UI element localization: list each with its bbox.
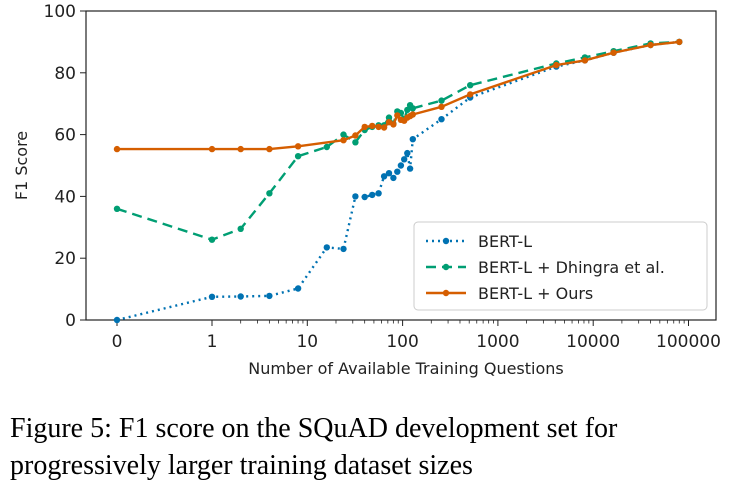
- data-point: [352, 193, 359, 200]
- data-point: [323, 244, 330, 251]
- x-tick-label: 100000: [656, 332, 721, 352]
- x-tick-label: 1000: [476, 332, 519, 352]
- x-tick-label: 10000: [566, 332, 620, 352]
- data-point: [438, 97, 445, 104]
- data-point: [390, 174, 397, 182]
- data-point: [385, 114, 393, 121]
- series-line: [116, 40, 680, 241]
- legend-label: BERT-L + Dhingra et al.: [478, 258, 665, 277]
- data-point: [361, 123, 368, 131]
- data-point: [113, 205, 121, 212]
- data-point: [610, 49, 617, 56]
- series-line: [116, 40, 680, 322]
- data-point: [266, 190, 273, 197]
- legend-marker: [442, 237, 450, 245]
- data-point: [361, 193, 368, 201]
- data-point: [404, 149, 411, 157]
- y-tick-label: 60: [54, 126, 76, 146]
- legend-marker: [442, 289, 450, 297]
- data-point: [409, 105, 416, 112]
- data-point: [294, 143, 302, 150]
- plot-frame: [85, 10, 717, 321]
- y-tick-label: 0: [65, 311, 76, 331]
- series-line: [117, 40, 680, 151]
- legend-box: [413, 221, 708, 311]
- data-point: [323, 143, 330, 151]
- y-tick-label: 20: [54, 249, 76, 269]
- data-point: [676, 38, 683, 46]
- data-point: [237, 225, 244, 232]
- y-tick-label: 80: [54, 64, 76, 84]
- data-point: [409, 111, 416, 118]
- data-point: [380, 173, 388, 180]
- data-point: [352, 139, 359, 146]
- data-point: [380, 124, 388, 131]
- y-tick-label: 100: [44, 2, 76, 22]
- data-point: [581, 57, 589, 64]
- legend: BERT-L BERT-L + Dhingra et al. BERT-L + Ou…: [413, 221, 708, 311]
- data-point: [369, 122, 376, 130]
- data-point: [369, 191, 376, 199]
- data-point: [375, 190, 382, 197]
- data-point: [647, 41, 654, 49]
- data-point: [467, 91, 474, 98]
- figure-caption: Figure 5: F1 score on the SQuAD developm…: [10, 413, 618, 481]
- data-point: [385, 170, 393, 177]
- data-point: [237, 145, 244, 153]
- y-axis-title: F1 Score: [12, 131, 31, 200]
- data-point: [113, 145, 121, 153]
- data-point: [390, 121, 397, 128]
- data-point: [394, 168, 401, 175]
- data-point: [352, 132, 359, 139]
- data-point: [409, 136, 416, 143]
- data-point: [340, 137, 347, 144]
- data-point: [208, 145, 216, 153]
- data-point: [237, 293, 244, 300]
- data-point: [266, 292, 273, 300]
- legend-label: BERT-L + Ours: [478, 284, 593, 303]
- series-1: [113, 38, 683, 243]
- x-tick-label: 10: [296, 332, 318, 352]
- x-tick-label: 0: [112, 332, 123, 352]
- data-point: [467, 82, 474, 89]
- data-point: [208, 236, 216, 243]
- data-point: [340, 131, 347, 138]
- data-point: [294, 153, 302, 160]
- data-point: [375, 123, 382, 131]
- data-point: [406, 165, 414, 172]
- data-point: [438, 116, 445, 123]
- data-point: [397, 162, 405, 169]
- data-point: [394, 112, 401, 119]
- series-2: [113, 38, 683, 153]
- data-point: [438, 103, 445, 111]
- legend-marker: [442, 263, 450, 271]
- data-point: [553, 61, 560, 69]
- legend-label: BERT-L: [478, 232, 532, 251]
- data-point: [266, 145, 273, 153]
- data-point: [113, 316, 121, 324]
- x-tick-label: 1: [207, 332, 218, 352]
- data-point: [294, 285, 302, 292]
- data-point: [208, 293, 216, 300]
- data-point: [401, 156, 408, 163]
- y-tick-label: 40: [54, 187, 76, 207]
- data-point: [404, 106, 411, 114]
- data-point: [340, 245, 347, 253]
- x-tick-label: 100: [386, 332, 418, 352]
- x-axis-title: Number of Available Training Questions: [248, 359, 564, 378]
